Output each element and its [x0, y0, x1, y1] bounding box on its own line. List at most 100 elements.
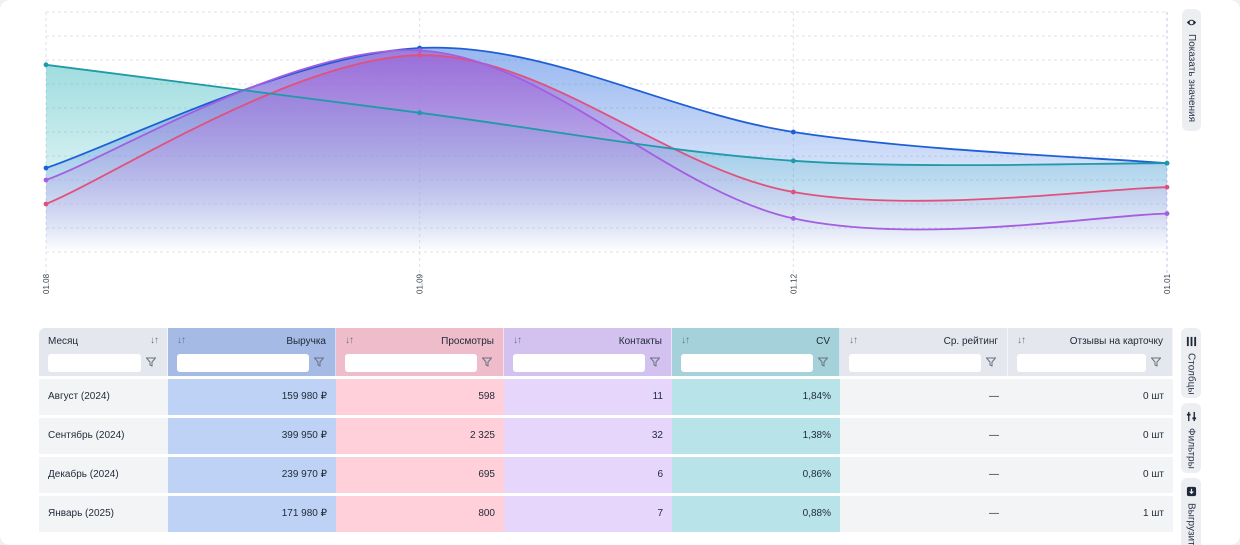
- export-button[interactable]: Выгрузить: [1181, 478, 1201, 545]
- table-cell: 0 шт: [1008, 379, 1173, 415]
- column-header[interactable]: ↓↑ Ср. рейтинг: [840, 328, 1008, 376]
- column-label: Контакты: [618, 336, 662, 347]
- x-tick-label: 01.12: [789, 273, 798, 294]
- download-icon: [1186, 486, 1196, 497]
- column-label: Отзывы на карточку: [1069, 336, 1163, 347]
- data-point: [790, 158, 796, 164]
- column-filter-input[interactable]: [345, 354, 477, 372]
- column-filter-input[interactable]: [849, 354, 981, 372]
- x-tick-label: 01.09: [416, 273, 425, 294]
- eye-icon: [1186, 19, 1197, 26]
- sort-icon[interactable]: ↓↑: [345, 335, 354, 346]
- column-header[interactable]: ↓↑ Контакты: [504, 328, 672, 376]
- x-tick-label: 01.01: [1163, 273, 1172, 294]
- columns-button[interactable]: Столбцы: [1181, 328, 1201, 398]
- table-cell: Август (2024): [39, 379, 168, 415]
- table-cell: 32: [504, 418, 672, 454]
- sort-icon[interactable]: ↓↑: [513, 335, 522, 346]
- table-cell: 0 шт: [1008, 457, 1173, 493]
- series-line-Контакты: [45, 49, 1168, 231]
- sort-icon[interactable]: ↓↑: [849, 335, 858, 346]
- column-filter-input[interactable]: [1017, 354, 1146, 372]
- data-point: [43, 177, 49, 183]
- table-cell: —: [840, 496, 1008, 532]
- table-cell: 1,84%: [672, 379, 840, 415]
- table-cell: 6: [504, 457, 672, 493]
- columns-icon: [1186, 336, 1196, 347]
- column-label: CV: [816, 336, 830, 347]
- table-cell: 695: [336, 457, 504, 493]
- column-filter-input[interactable]: [177, 354, 309, 372]
- column-label: Выручка: [286, 336, 326, 347]
- column-filter-input[interactable]: [681, 354, 813, 372]
- data-point: [43, 62, 49, 68]
- table-cell: 7: [504, 496, 672, 532]
- data-point: [1164, 160, 1170, 166]
- sort-icon[interactable]: ↓↑: [177, 335, 186, 346]
- column-header[interactable]: ↓↑ CV: [672, 328, 840, 376]
- line-chart: 01.08 01.09 01.12 01.01: [42, 11, 1172, 294]
- sort-icon[interactable]: ↓↑: [1017, 335, 1026, 346]
- table-row[interactable]: Декабрь (2024) 239 970 ₽695 6 0,86% —0 шт: [39, 457, 1173, 493]
- table-row[interactable]: Август (2024) 159 980 ₽598 11 1,84% —0 шт: [39, 379, 1173, 415]
- column-header[interactable]: ↓↑ Просмотры: [336, 328, 504, 376]
- show-values-label: Показать значения: [1186, 34, 1197, 123]
- series-line-Выручка: [45, 46, 1168, 169]
- export-label: Выгрузить: [1185, 503, 1197, 545]
- column-filter-input[interactable]: [48, 354, 141, 372]
- table-cell: 171 980 ₽: [168, 496, 336, 532]
- filter-icon[interactable]: [818, 357, 828, 367]
- data-point: [790, 216, 796, 221]
- filter-icon[interactable]: [146, 357, 156, 367]
- filter-icon[interactable]: [314, 357, 324, 367]
- table-cell: 1,38%: [672, 418, 840, 454]
- column-label: Месяц: [48, 336, 79, 347]
- sliders-icon: [1186, 411, 1196, 422]
- column-header[interactable]: Месяц ↓↑: [39, 328, 168, 376]
- series-line-Просмотры: [45, 54, 1168, 205]
- data-point: [43, 201, 49, 207]
- column-label: Ср. рейтинг: [943, 336, 998, 347]
- table-cell: 399 950 ₽: [168, 418, 336, 454]
- filter-icon[interactable]: [482, 357, 492, 367]
- table-cell: —: [840, 457, 1008, 493]
- sort-icon[interactable]: ↓↑: [681, 335, 690, 346]
- table-cell: 800: [336, 496, 504, 532]
- filters-label: Фильтры: [1185, 428, 1197, 469]
- table-cell: 0 шт: [1008, 418, 1173, 454]
- data-point: [1164, 211, 1170, 217]
- sort-icon[interactable]: ↓↑: [150, 335, 159, 346]
- data-point: [790, 129, 796, 135]
- table-cell: Сентябрь (2024): [39, 418, 168, 454]
- table-cell: 239 970 ₽: [168, 457, 336, 493]
- table-row[interactable]: Сентябрь (2024) 399 950 ₽2 325 32 1,38% —0 ш…: [39, 418, 1173, 454]
- table-cell: 0,88%: [672, 496, 840, 532]
- data-point: [1164, 184, 1170, 190]
- filter-icon[interactable]: [986, 357, 996, 367]
- table-cell: 0,86%: [672, 457, 840, 493]
- filter-icon[interactable]: [1151, 357, 1161, 367]
- table-row[interactable]: Январь (2025) 171 980 ₽800 7 0,88% —1 шт: [39, 496, 1173, 532]
- data-point: [417, 110, 423, 116]
- filter-icon[interactable]: [650, 357, 660, 367]
- table-cell: Декабрь (2024): [39, 457, 168, 493]
- table-cell: 1 шт: [1008, 496, 1173, 532]
- data-point: [417, 48, 423, 53]
- table-cell: —: [840, 418, 1008, 454]
- show-values-button[interactable]: Показать значения: [1182, 9, 1201, 131]
- table-cell: Январь (2025): [39, 496, 168, 532]
- filters-button[interactable]: Фильтры: [1181, 403, 1201, 473]
- table-cell: 11: [504, 379, 672, 415]
- data-point: [43, 165, 49, 171]
- data-point: [417, 52, 423, 58]
- column-header[interactable]: ↓↑ Выручка: [168, 328, 336, 376]
- column-filter-input[interactable]: [513, 354, 645, 372]
- table-cell: 159 980 ₽: [168, 379, 336, 415]
- table-cell: 598: [336, 379, 504, 415]
- x-tick-label: 01.08: [42, 273, 51, 294]
- column-header[interactable]: ↓↑ Отзывы на карточку: [1008, 328, 1173, 376]
- data-point: [790, 189, 796, 195]
- area-Просмотры: [46, 55, 1167, 252]
- table-cell: 2 325: [336, 418, 504, 454]
